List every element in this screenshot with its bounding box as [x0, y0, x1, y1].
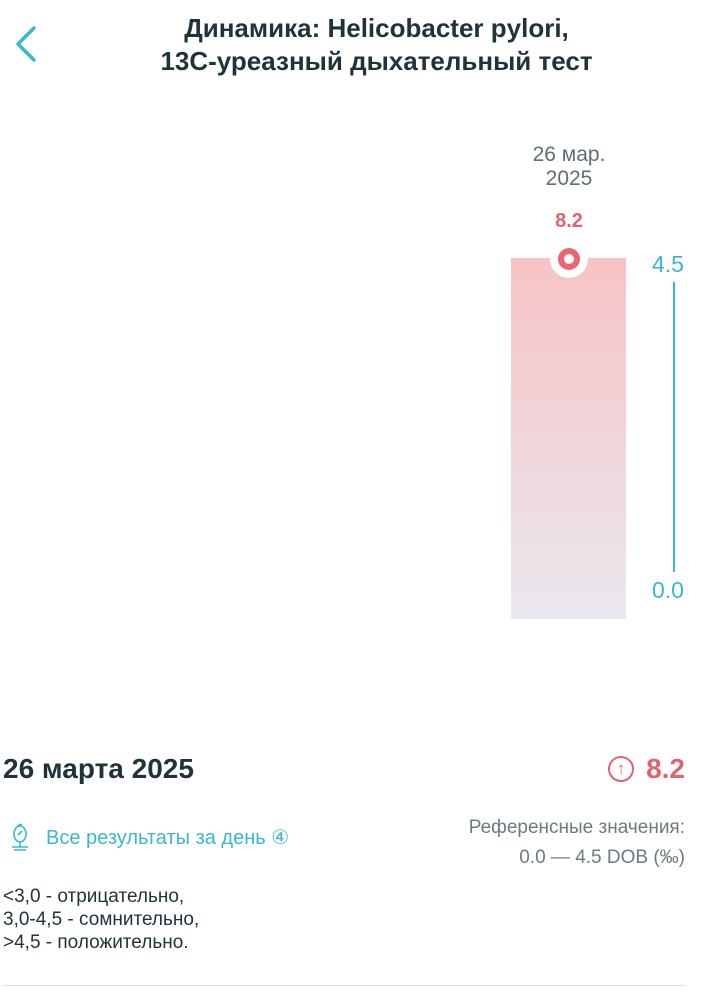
- data-label: 8.2: [555, 210, 583, 232]
- bar[interactable]: [511, 258, 626, 619]
- title-line: Динамика: Helicobacter pylori,: [184, 13, 569, 43]
- all-results-label: Все результаты за день ④: [46, 826, 290, 849]
- microscope-icon: [12, 823, 28, 851]
- x-tick-line: 2025: [545, 167, 593, 190]
- reference-axis: [673, 282, 675, 572]
- title-line: 13C-уреазный дыхательный тест: [160, 46, 593, 76]
- chevron-left-icon: [16, 26, 36, 62]
- x-tick-line: 26 мар.: [532, 143, 606, 166]
- x-tick-label[interactable]: 26 мар. 2025: [510, 143, 628, 191]
- count-badge: ④: [271, 826, 290, 849]
- axis-label-min: 0.0: [652, 577, 684, 603]
- data-point[interactable]: [558, 248, 580, 270]
- result-value-text: 8.2: [646, 753, 685, 784]
- result-date: 26 марта 2025: [3, 753, 194, 784]
- interpretation-note: <3,0 - отрицательно, 3,0-4,5 - сомнитель…: [3, 886, 200, 953]
- back-button[interactable]: [8, 22, 48, 66]
- divider: [3, 985, 685, 986]
- reference-range: 0.0 — 4.5 DOB (‰): [519, 847, 685, 868]
- reference-title: Референсные значения:: [468, 817, 685, 838]
- axis-label-max: 4.5: [652, 251, 684, 277]
- result-value: ↑ 8.2: [608, 753, 685, 785]
- arrow-up-circle-icon: ↑: [608, 756, 635, 782]
- page-title: Динамика: Helicobacter pylori, 13C-уреазн…: [60, 12, 693, 78]
- reference-values: Референсные значения: 0.0 — 4.5 DOB (‰): [469, 813, 685, 873]
- all-results-link[interactable]: Все результаты за день ④: [8, 822, 289, 852]
